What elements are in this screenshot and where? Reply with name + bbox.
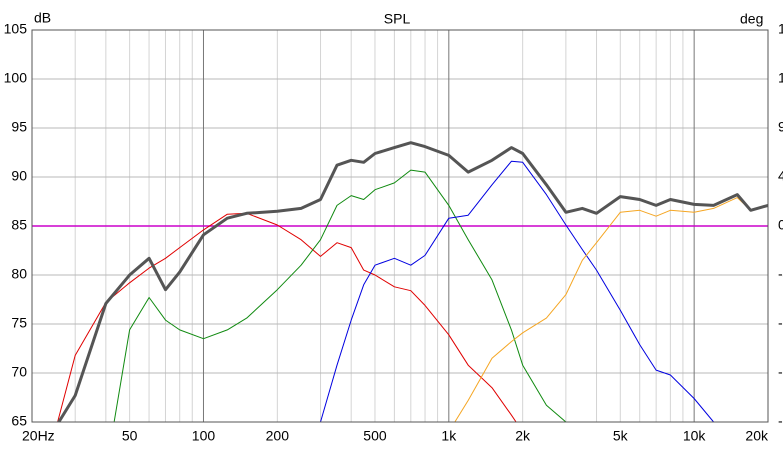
y-tick-label: 75 <box>11 315 27 331</box>
series-line <box>454 197 768 422</box>
y2-tick-label: -135 <box>778 364 783 380</box>
series-line <box>113 169 571 422</box>
x-tick-label: 5k <box>613 428 629 444</box>
x-tick-label: 20k <box>745 428 769 444</box>
y-axis-label: dB <box>34 10 51 26</box>
x-tick-label: 200 <box>266 428 290 444</box>
y-tick-label: 70 <box>11 364 27 380</box>
y2-tick-label: 0 <box>778 217 783 233</box>
y-tick-label: 105 <box>4 21 28 37</box>
y2-tick-label: 180 <box>778 21 783 37</box>
y2-tick-label: -45 <box>778 266 783 282</box>
y2-tick-label: -180 <box>778 413 783 429</box>
x-tick-label: 20Hz <box>22 428 55 444</box>
y-tick-label: 100 <box>4 70 28 86</box>
y2-tick-label: 45 <box>778 168 783 184</box>
x-tick-label: 50 <box>122 428 138 444</box>
y2-tick-label: 135 <box>778 70 783 86</box>
y-tick-label: 80 <box>11 266 27 282</box>
x-tick-label: 2k <box>515 428 531 444</box>
x-tick-label: 100 <box>192 428 216 444</box>
plot-frame <box>31 29 769 423</box>
plot-area <box>32 141 768 422</box>
y2-axis-label: deg <box>740 11 763 27</box>
y-tick-label: 85 <box>11 217 27 233</box>
x-tick-label: 10k <box>683 428 707 444</box>
series-line <box>57 212 517 422</box>
y-tick-label: 90 <box>11 168 27 184</box>
series-line <box>57 141 768 422</box>
series-line <box>319 160 715 422</box>
y-tick-label: 65 <box>11 413 27 429</box>
y-tick-label: 95 <box>11 119 27 135</box>
chart-title: SPL <box>384 11 411 27</box>
x-tick-label: 1k <box>441 428 457 444</box>
y2-tick-label: -90 <box>778 315 783 331</box>
y2-tick-label: 90 <box>778 119 783 135</box>
x-tick-label: 500 <box>363 428 387 444</box>
